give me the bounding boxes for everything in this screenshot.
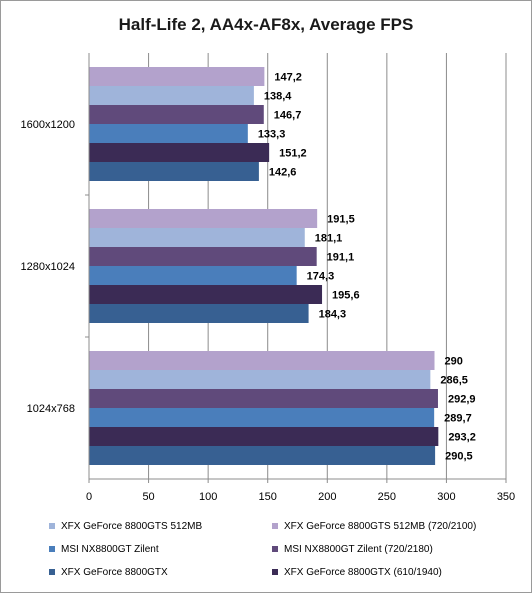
x-tick-label: 0: [86, 491, 92, 503]
bar: [89, 124, 248, 143]
data-label: 292,9: [448, 394, 476, 406]
legend-swatch: [272, 546, 278, 552]
legend-label: MSI NX8800GT Zilent (720/2180): [284, 544, 433, 555]
data-label: 191,1: [327, 252, 355, 264]
x-tick-label: 350: [497, 491, 515, 503]
legend-swatch: [49, 569, 55, 575]
x-tick-label: 200: [318, 491, 336, 503]
bar: [89, 427, 439, 446]
bar: [89, 228, 305, 247]
x-tick-label: 150: [259, 491, 277, 503]
bar: [89, 162, 259, 181]
bar: [89, 408, 435, 427]
legend-label: MSI NX8800GT Zilent: [61, 544, 159, 555]
data-label: 133,3: [258, 129, 286, 141]
data-label: 147,2: [274, 72, 302, 84]
bars: 147,2 138,4 146,7 133,3 151,2 142,6 191,5 181,1…: [89, 67, 476, 465]
legend-swatch: [49, 523, 55, 529]
bar: [89, 105, 264, 124]
bar: [89, 266, 297, 285]
bar: [89, 304, 309, 323]
bar: [89, 247, 317, 266]
data-label: 146,7: [274, 110, 302, 122]
data-label: 142,6: [269, 167, 297, 179]
bar: [89, 389, 438, 408]
axes: 0 50 100 150 200 250 300 350 1600x1200 1280x1024 1…: [21, 53, 515, 503]
legend-swatch: [49, 546, 55, 552]
category-label: 1280x1024: [21, 261, 75, 273]
bar: [89, 285, 323, 304]
data-label: 290,5: [445, 451, 473, 463]
x-tick-label: 50: [142, 491, 154, 503]
chart-title: Half-Life 2, AA4x-AF8x, Average FPS: [119, 15, 414, 34]
bar: [89, 351, 435, 370]
x-tick-label: 100: [199, 491, 217, 503]
legend-swatch: [272, 569, 278, 575]
data-label: 174,3: [307, 271, 335, 283]
bar: [89, 67, 265, 86]
data-label: 293,2: [448, 432, 476, 444]
data-label: 286,5: [440, 375, 468, 387]
data-label: 184,3: [319, 309, 347, 321]
bar: [89, 446, 436, 465]
bar: [89, 86, 254, 105]
bar: [89, 209, 318, 228]
legend-label: XFX GeForce 8800GTS 512MB: [61, 521, 203, 532]
bar: [89, 143, 270, 162]
data-label: 191,5: [327, 214, 355, 226]
x-tick-label: 250: [378, 491, 396, 503]
data-label: 151,2: [279, 148, 307, 160]
legend-label: XFX GeForce 8800GTX (610/1940): [284, 567, 442, 578]
bar: [89, 370, 431, 389]
legend-label: XFX GeForce 8800GTS 512MB (720/2100): [284, 521, 476, 532]
legend: XFX GeForce 8800GTS 512MB XFX GeForce 880…: [49, 521, 476, 578]
data-label: 138,4: [264, 91, 292, 103]
data-label: 181,1: [315, 233, 343, 245]
legend-label: XFX GeForce 8800GTX: [61, 567, 168, 578]
x-tick-label: 300: [437, 491, 455, 503]
legend-swatch: [272, 523, 278, 529]
category-label: 1600x1200: [21, 119, 75, 131]
data-label: 289,7: [444, 413, 472, 425]
data-label: 290: [445, 356, 463, 368]
category-label: 1024x768: [27, 403, 75, 415]
data-label: 195,6: [332, 290, 360, 302]
